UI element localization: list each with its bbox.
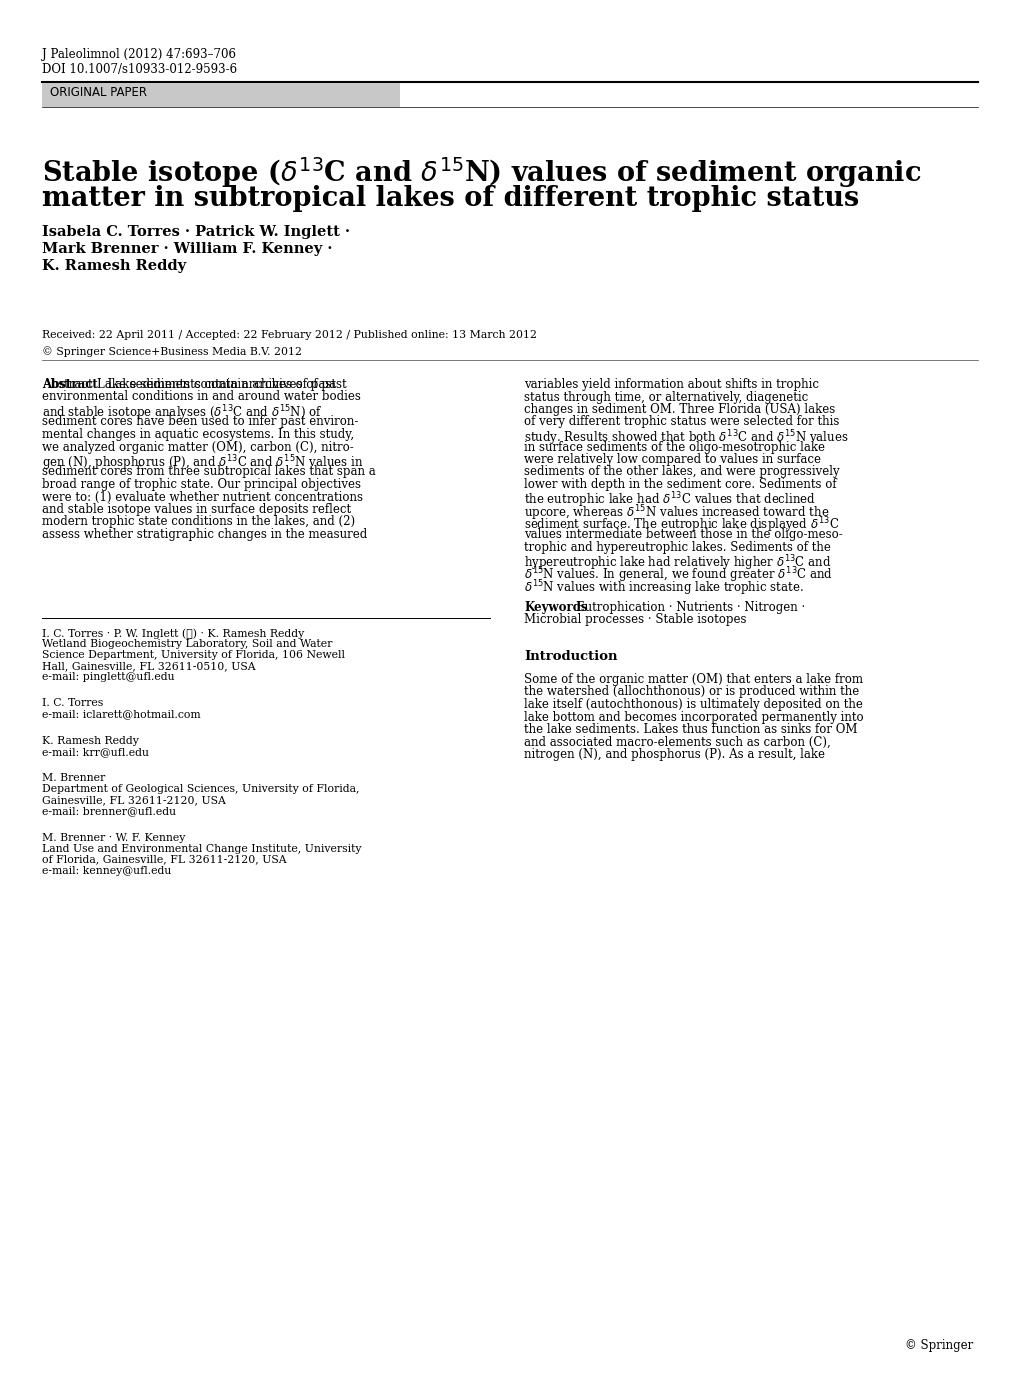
Text: e-mail: krr@ufl.edu: e-mail: krr@ufl.edu [42,747,149,757]
Text: modern trophic state conditions in the lakes, and (2): modern trophic state conditions in the l… [42,515,355,529]
Text: we analyzed organic matter (OM), carbon (C), nitro-: we analyzed organic matter (OM), carbon … [42,441,354,453]
Text: in surface sediments of the oligo-mesotrophic lake: in surface sediments of the oligo-mesotr… [524,441,824,453]
Text: and stable isotope values in surface deposits reflect: and stable isotope values in surface dep… [42,503,351,517]
Text: environmental conditions in and around water bodies: environmental conditions in and around w… [42,390,361,404]
Text: and stable isotope analyses ($\delta^{13}$C and $\delta^{15}$N) of: and stable isotope analyses ($\delta^{13… [42,403,322,423]
Text: DOI 10.1007/s10933-012-9593-6: DOI 10.1007/s10933-012-9593-6 [42,63,236,76]
Text: Gainesville, FL 32611-2120, USA: Gainesville, FL 32611-2120, USA [42,796,225,805]
Text: mental changes in aquatic ecosystems. In this study,: mental changes in aquatic ecosystems. In… [42,427,354,441]
Text: Science Department, University of Florida, 106 Newell: Science Department, University of Florid… [42,650,344,660]
Bar [42,82,399,107]
Text: © Springer Science+Business Media B.V. 2012: © Springer Science+Business Media B.V. 2… [42,346,302,357]
Text: variables yield information about shifts in trophic: variables yield information about shifts… [524,378,818,392]
Text: the watershed (allochthonous) or is produced within the: the watershed (allochthonous) or is prod… [524,686,858,698]
Text: Hall, Gainesville, FL 32611-0510, USA: Hall, Gainesville, FL 32611-0510, USA [42,661,256,671]
Text: Land Use and Environmental Change Institute, University: Land Use and Environmental Change Instit… [42,844,361,853]
Text: Eutrophication · Nutrients · Nitrogen ·: Eutrophication · Nutrients · Nitrogen · [576,600,804,614]
Text: of very different trophic status were selected for this: of very different trophic status were se… [524,415,839,429]
Text: $\delta^{15}$N values. In general, we found greater $\delta^{13}$C and: $\delta^{15}$N values. In general, we fo… [524,566,833,585]
Text: were to: (1) evaluate whether nutrient concentrations: were to: (1) evaluate whether nutrient c… [42,491,363,503]
Text: e-mail: pinglett@ufl.edu: e-mail: pinglett@ufl.edu [42,672,174,682]
Text: changes in sediment OM. Three Florida (USA) lakes: changes in sediment OM. Three Florida (U… [524,403,835,416]
Text: and associated macro-elements such as carbon (C),: and associated macro-elements such as ca… [524,735,829,749]
Text: J Paleolimnol (2012) 47:693–706: J Paleolimnol (2012) 47:693–706 [42,48,235,60]
Text: Abstract: Abstract [42,378,98,392]
Text: matter in subtropical lakes of different trophic status: matter in subtropical lakes of different… [42,185,858,212]
Text: sediment cores from three subtropical lakes that span a: sediment cores from three subtropical la… [42,466,375,478]
Text: status through time, or alternatively, diagenetic: status through time, or alternatively, d… [524,390,807,404]
Text: e-mail: iclarett@hotmail.com: e-mail: iclarett@hotmail.com [42,709,201,720]
Text: lake bottom and becomes incorporated permanently into: lake bottom and becomes incorporated per… [524,710,863,724]
Text: Department of Geological Sciences, University of Florida,: Department of Geological Sciences, Unive… [42,785,359,794]
Text: K. Ramesh Reddy: K. Ramesh Reddy [42,260,185,273]
Text: lake itself (autochthonous) is ultimately deposited on the: lake itself (autochthonous) is ultimatel… [524,698,862,710]
Text: M. Brenner: M. Brenner [42,774,105,783]
Text: study. Results showed that both $\delta^{13}$C and $\delta^{15}$N values: study. Results showed that both $\delta^… [524,427,848,448]
Text: the eutrophic lake had $\delta^{13}$C values that declined: the eutrophic lake had $\delta^{13}$C va… [524,491,815,510]
Text: K. Ramesh Reddy: K. Ramesh Reddy [42,736,139,746]
Text: assess whether stratigraphic changes in the measured: assess whether stratigraphic changes in … [42,528,367,541]
Text: Received: 22 April 2011 / Accepted: 22 February 2012 / Published online: 13 Marc: Received: 22 April 2011 / Accepted: 22 F… [42,330,536,339]
Text: e-mail: brenner@ufl.edu: e-mail: brenner@ufl.edu [42,807,176,816]
Text: broad range of trophic state. Our principal objectives: broad range of trophic state. Our princi… [42,478,361,491]
Text: sediment surface. The eutrophic lake displayed $\delta^{13}$C: sediment surface. The eutrophic lake dis… [524,515,839,534]
Text: Some of the organic matter (OM) that enters a lake from: Some of the organic matter (OM) that ent… [524,673,862,686]
Text: values intermediate between those in the oligo-meso-: values intermediate between those in the… [524,528,842,541]
Text: Mark Brenner · William F. Kenney ·: Mark Brenner · William F. Kenney · [42,242,332,256]
Text: nitrogen (N), and phosphorus (P). As a result, lake: nitrogen (N), and phosphorus (P). As a r… [524,747,824,761]
Text: sediment cores have been used to infer past environ-: sediment cores have been used to infer p… [42,415,358,429]
Text: lower with depth in the sediment core. Sediments of: lower with depth in the sediment core. S… [524,478,836,491]
Text: Microbial processes · Stable isotopes: Microbial processes · Stable isotopes [524,613,746,627]
Text: gen (N), phosphorus (P), and $\delta^{13}$C and $\delta^{15}$N values in: gen (N), phosphorus (P), and $\delta^{13… [42,453,363,473]
Text: Keywords: Keywords [524,600,587,614]
Text: were relatively low compared to values in surface: were relatively low compared to values i… [524,453,820,466]
Text: $\delta^{15}$N values with increasing lake trophic state.: $\delta^{15}$N values with increasing la… [524,578,803,598]
Text: I. C. Torres: I. C. Torres [42,698,103,709]
Text: ORIGINAL PAPER: ORIGINAL PAPER [50,87,147,99]
Text: M. Brenner · W. F. Kenney: M. Brenner · W. F. Kenney [42,833,185,842]
Text: Lake sediments contain archives of past: Lake sediments contain archives of past [97,378,335,392]
Text: Abstract    Lake sediments contain archives of past: Abstract Lake sediments contain archives… [42,378,346,392]
Text: Isabela C. Torres · Patrick W. Inglett ·: Isabela C. Torres · Patrick W. Inglett · [42,225,350,239]
Text: Wetland Biogeochemistry Laboratory, Soil and Water: Wetland Biogeochemistry Laboratory, Soil… [42,639,332,649]
Text: sediments of the other lakes, and were progressively: sediments of the other lakes, and were p… [524,466,839,478]
Text: e-mail: kenney@ufl.edu: e-mail: kenney@ufl.edu [42,866,171,875]
Text: © Springer: © Springer [904,1340,972,1352]
Text: I. C. Torres · P. W. Inglett (✉) · K. Ramesh Reddy: I. C. Torres · P. W. Inglett (✉) · K. Ra… [42,628,304,639]
Text: of Florida, Gainesville, FL 32611-2120, USA: of Florida, Gainesville, FL 32611-2120, … [42,855,286,864]
Text: Stable isotope ($\delta^{13}$C and $\delta^{15}$N) values of sediment organic: Stable isotope ($\delta^{13}$C and $\del… [42,155,920,190]
Text: trophic and hypereutrophic lakes. Sediments of the: trophic and hypereutrophic lakes. Sedime… [524,540,830,554]
Text: upcore, whereas $\delta^{15}$N values increased toward the: upcore, whereas $\delta^{15}$N values in… [524,503,828,522]
Text: Introduction: Introduction [524,650,616,664]
Text: hypereutrophic lake had relatively higher $\delta^{13}$C and: hypereutrophic lake had relatively highe… [524,552,830,573]
Text: the lake sediments. Lakes thus function as sinks for OM: the lake sediments. Lakes thus function … [524,723,857,736]
